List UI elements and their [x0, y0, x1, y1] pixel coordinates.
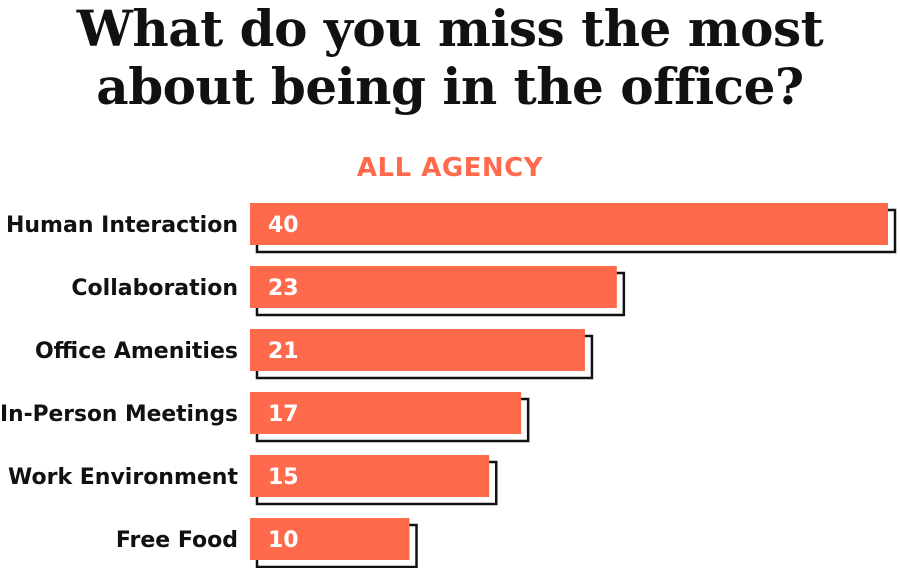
value-label: 15 — [268, 465, 299, 490]
category-label: Collaboration — [71, 276, 238, 301]
bar — [250, 203, 888, 245]
bar — [250, 392, 522, 434]
value-label: 40 — [268, 213, 299, 238]
chart-subtitle: ALL AGENCY — [356, 153, 544, 183]
bars-group: 40 Human Interaction 23 Collaboration 21 Offi… — [0, 203, 897, 568]
category-label: In-Person Meetings — [0, 402, 238, 427]
bar — [250, 266, 617, 308]
category-label: Free Food — [116, 528, 238, 553]
category-label: Office Amenities — [35, 339, 238, 364]
chart-title: What do you miss the most about being in… — [76, 0, 824, 116]
bar-chart: 40 Human Interaction 23 Collaboration 21 Offi… — [0, 203, 897, 568]
bar — [250, 455, 490, 497]
value-label: 10 — [268, 528, 299, 553]
bar — [250, 518, 410, 560]
value-label: 21 — [268, 339, 299, 364]
value-label: 17 — [268, 402, 299, 427]
category-label: Work Environment — [8, 465, 238, 490]
category-label: Human Interaction — [6, 213, 238, 238]
bar — [250, 329, 585, 371]
value-label: 23 — [268, 276, 299, 301]
